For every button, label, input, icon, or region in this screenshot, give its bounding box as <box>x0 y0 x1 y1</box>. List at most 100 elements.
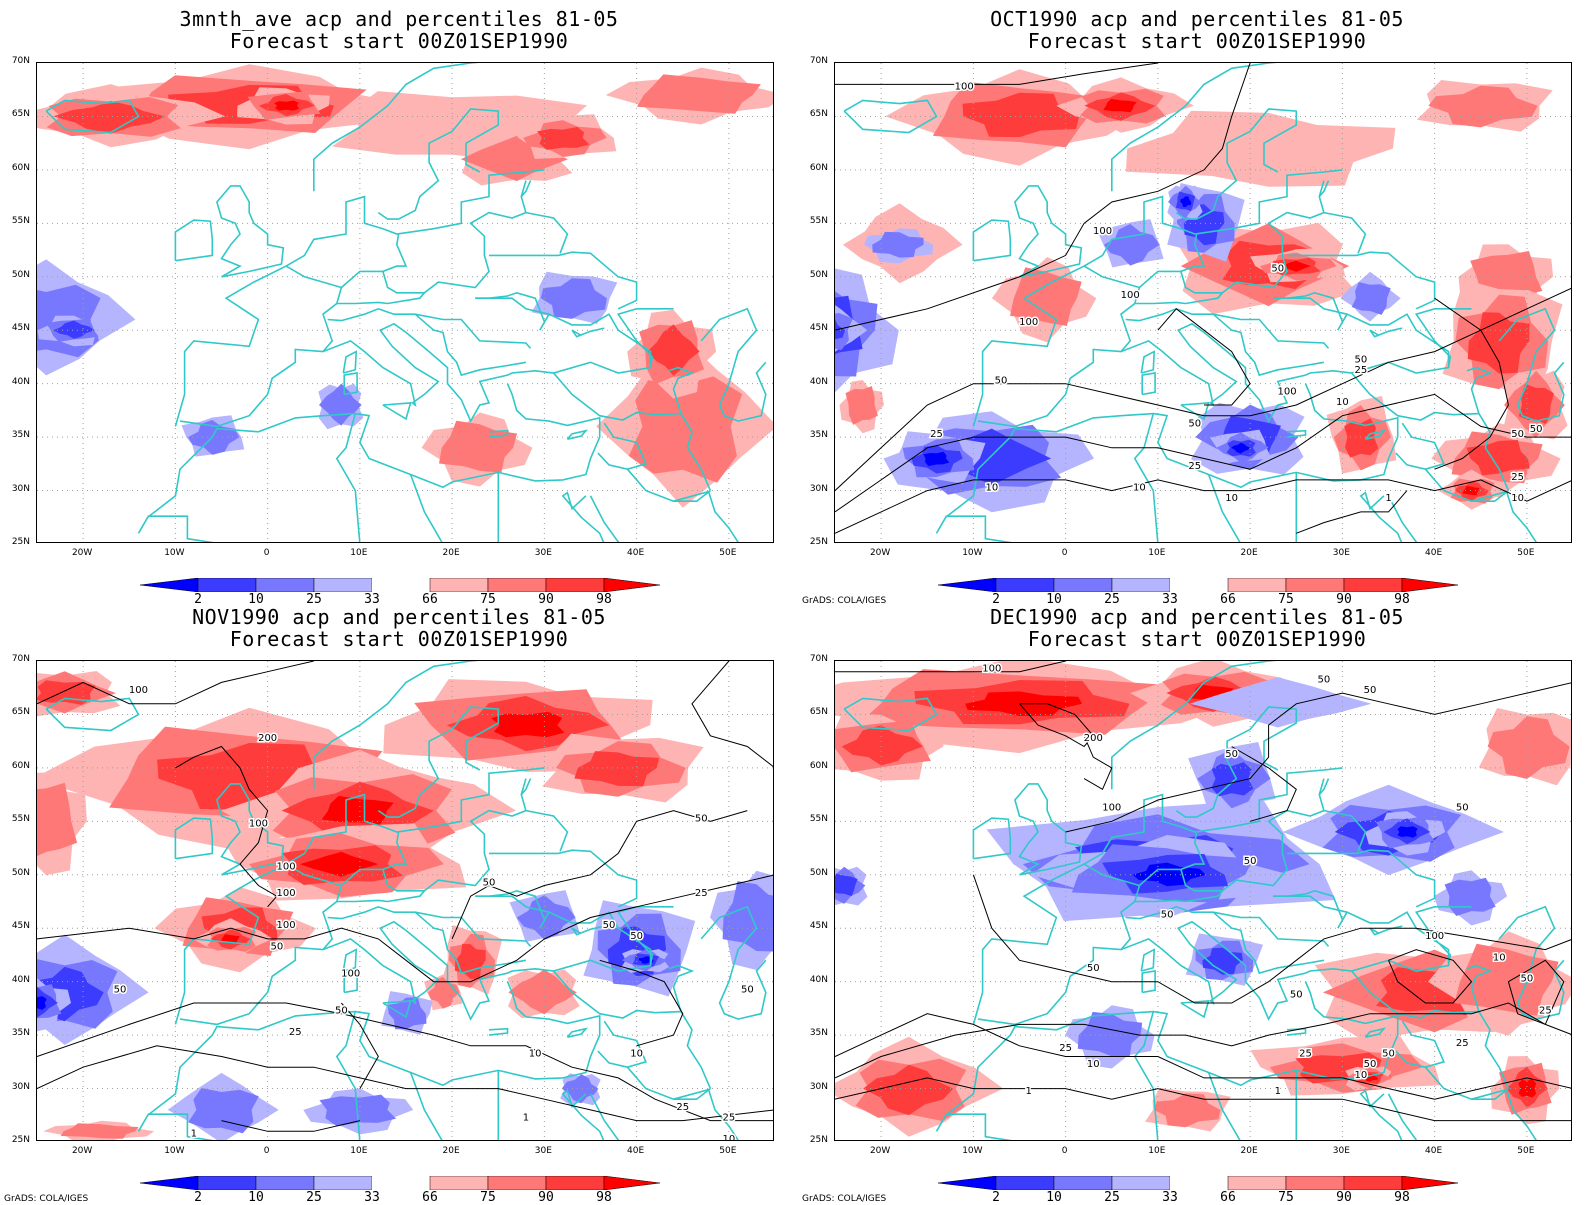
wet-anomaly-shading <box>37 782 78 857</box>
coastline <box>377 108 500 220</box>
coastline <box>1414 308 1472 368</box>
colorbar-label: 75 <box>480 592 496 607</box>
coastline <box>1359 1089 1403 1140</box>
colorbar-label: 98 <box>1394 592 1410 607</box>
coastline <box>1014 185 1083 278</box>
coastline <box>700 307 767 422</box>
colorbar-segment <box>429 578 489 592</box>
colorbar-segment <box>255 1176 315 1190</box>
wet-anomaly-shading <box>1428 85 1538 128</box>
coastline <box>1287 251 1436 310</box>
coastline <box>1180 778 1325 892</box>
coastline <box>843 697 938 732</box>
colorbar-label: 25 <box>1104 592 1120 607</box>
contour-label: 50 <box>1364 1059 1377 1070</box>
contour-label: 100 <box>1425 931 1444 942</box>
contour-label: 100 <box>982 664 1001 675</box>
wet-anomaly-shading <box>637 74 761 114</box>
coastline <box>488 1027 509 1036</box>
precip-contour <box>341 1002 379 1089</box>
map-frame: 100 100 100 100 50 100 50 50 50 25 25 10 10 10 50 25 10 5… <box>834 62 1572 543</box>
contour-label: 50 <box>1271 263 1284 274</box>
coastline <box>1478 413 1510 491</box>
coastline <box>700 905 767 1020</box>
coastline <box>377 706 500 818</box>
coastline <box>285 863 343 951</box>
panel-title: OCT1990 acp and percentiles 81-05 <box>990 7 1404 31</box>
coastline <box>1083 265 1141 353</box>
map-frame <box>36 62 774 543</box>
coastline <box>1471 490 1537 542</box>
coastline <box>340 233 408 289</box>
coastline <box>147 1113 214 1140</box>
latitude-label: 60N <box>809 162 828 173</box>
wet-anomaly-shading <box>508 969 577 1015</box>
colorbar-label: 66 <box>422 592 438 607</box>
latitude-label: 30N <box>11 483 30 494</box>
contour-label: 50 <box>1364 685 1377 696</box>
coastline <box>552 366 695 421</box>
longitude-label: 30E <box>1332 1146 1350 1156</box>
precip-contour <box>1019 703 1094 748</box>
wet-anomaly-shading <box>1467 312 1530 374</box>
contour-label: 10 <box>1511 493 1524 504</box>
coastline <box>566 429 589 440</box>
contour-label: 100 <box>1277 386 1296 397</box>
coastline <box>382 402 412 421</box>
coastline <box>1175 706 1298 818</box>
dry-anomaly-shading <box>1211 762 1254 797</box>
wet-anomaly-shading <box>460 135 568 182</box>
dry-anomaly-shading <box>1397 826 1418 838</box>
longitude-label: 10E <box>350 548 368 558</box>
colorbar-label: 25 <box>1104 1190 1120 1205</box>
latitude-label: 55N <box>809 814 828 825</box>
colorbar-high-arrow <box>1401 578 1458 592</box>
contour-label: 50 <box>483 877 496 888</box>
coastline <box>179 313 652 428</box>
wet-anomaly-shading <box>1518 1079 1537 1098</box>
coastline <box>313 661 479 790</box>
precip-contour <box>835 1077 1571 1122</box>
latitude-label: 35N <box>809 430 828 441</box>
colorbar-segment <box>313 1176 373 1190</box>
colorbar-label: 66 <box>1220 592 1236 607</box>
latitude-label: 45N <box>11 921 30 932</box>
coastline <box>414 911 527 975</box>
wet-anomaly-shading <box>1487 716 1570 779</box>
precip-contour <box>835 393 1571 513</box>
latitude-label: 25N <box>11 537 30 547</box>
colorbar-segment <box>545 578 605 592</box>
precip-contour <box>1507 959 1565 1026</box>
coastline <box>335 413 361 542</box>
coastline <box>1395 1020 1445 1069</box>
coastline <box>216 783 285 876</box>
coastline <box>137 981 601 1132</box>
coastline <box>1083 863 1141 951</box>
longitude-label: 40E <box>627 1146 645 1156</box>
dry-anomaly-shading <box>923 451 950 467</box>
contour-label: 25 <box>1354 365 1367 376</box>
longitude-label: 40E <box>627 548 645 558</box>
contour-label: 25 <box>723 1113 736 1124</box>
precip-contour <box>835 1013 1571 1100</box>
contour-label: 50 <box>1521 974 1534 985</box>
coastline <box>1273 297 1348 315</box>
contour-label: 25 <box>695 888 708 899</box>
coastline <box>1287 849 1436 908</box>
dry-anomaly-shading <box>53 320 95 339</box>
colorbar-segment <box>372 578 430 592</box>
colorbar-label: 90 <box>538 1190 554 1205</box>
longitude-label: 30E <box>1332 548 1350 558</box>
coastline <box>616 906 674 966</box>
longitude-label: 0 <box>1061 1146 1068 1156</box>
coastline <box>147 515 214 542</box>
contour-label: 50 <box>1188 418 1201 429</box>
coastline <box>1111 63 1277 192</box>
wet-anomaly-shading <box>300 851 379 877</box>
coastline <box>972 817 1012 860</box>
coastline <box>340 831 408 887</box>
longitude-label: 10W <box>962 548 983 558</box>
latitude-label: 45N <box>809 323 828 334</box>
coastline <box>1134 890 1224 903</box>
coastline <box>1369 327 1403 338</box>
